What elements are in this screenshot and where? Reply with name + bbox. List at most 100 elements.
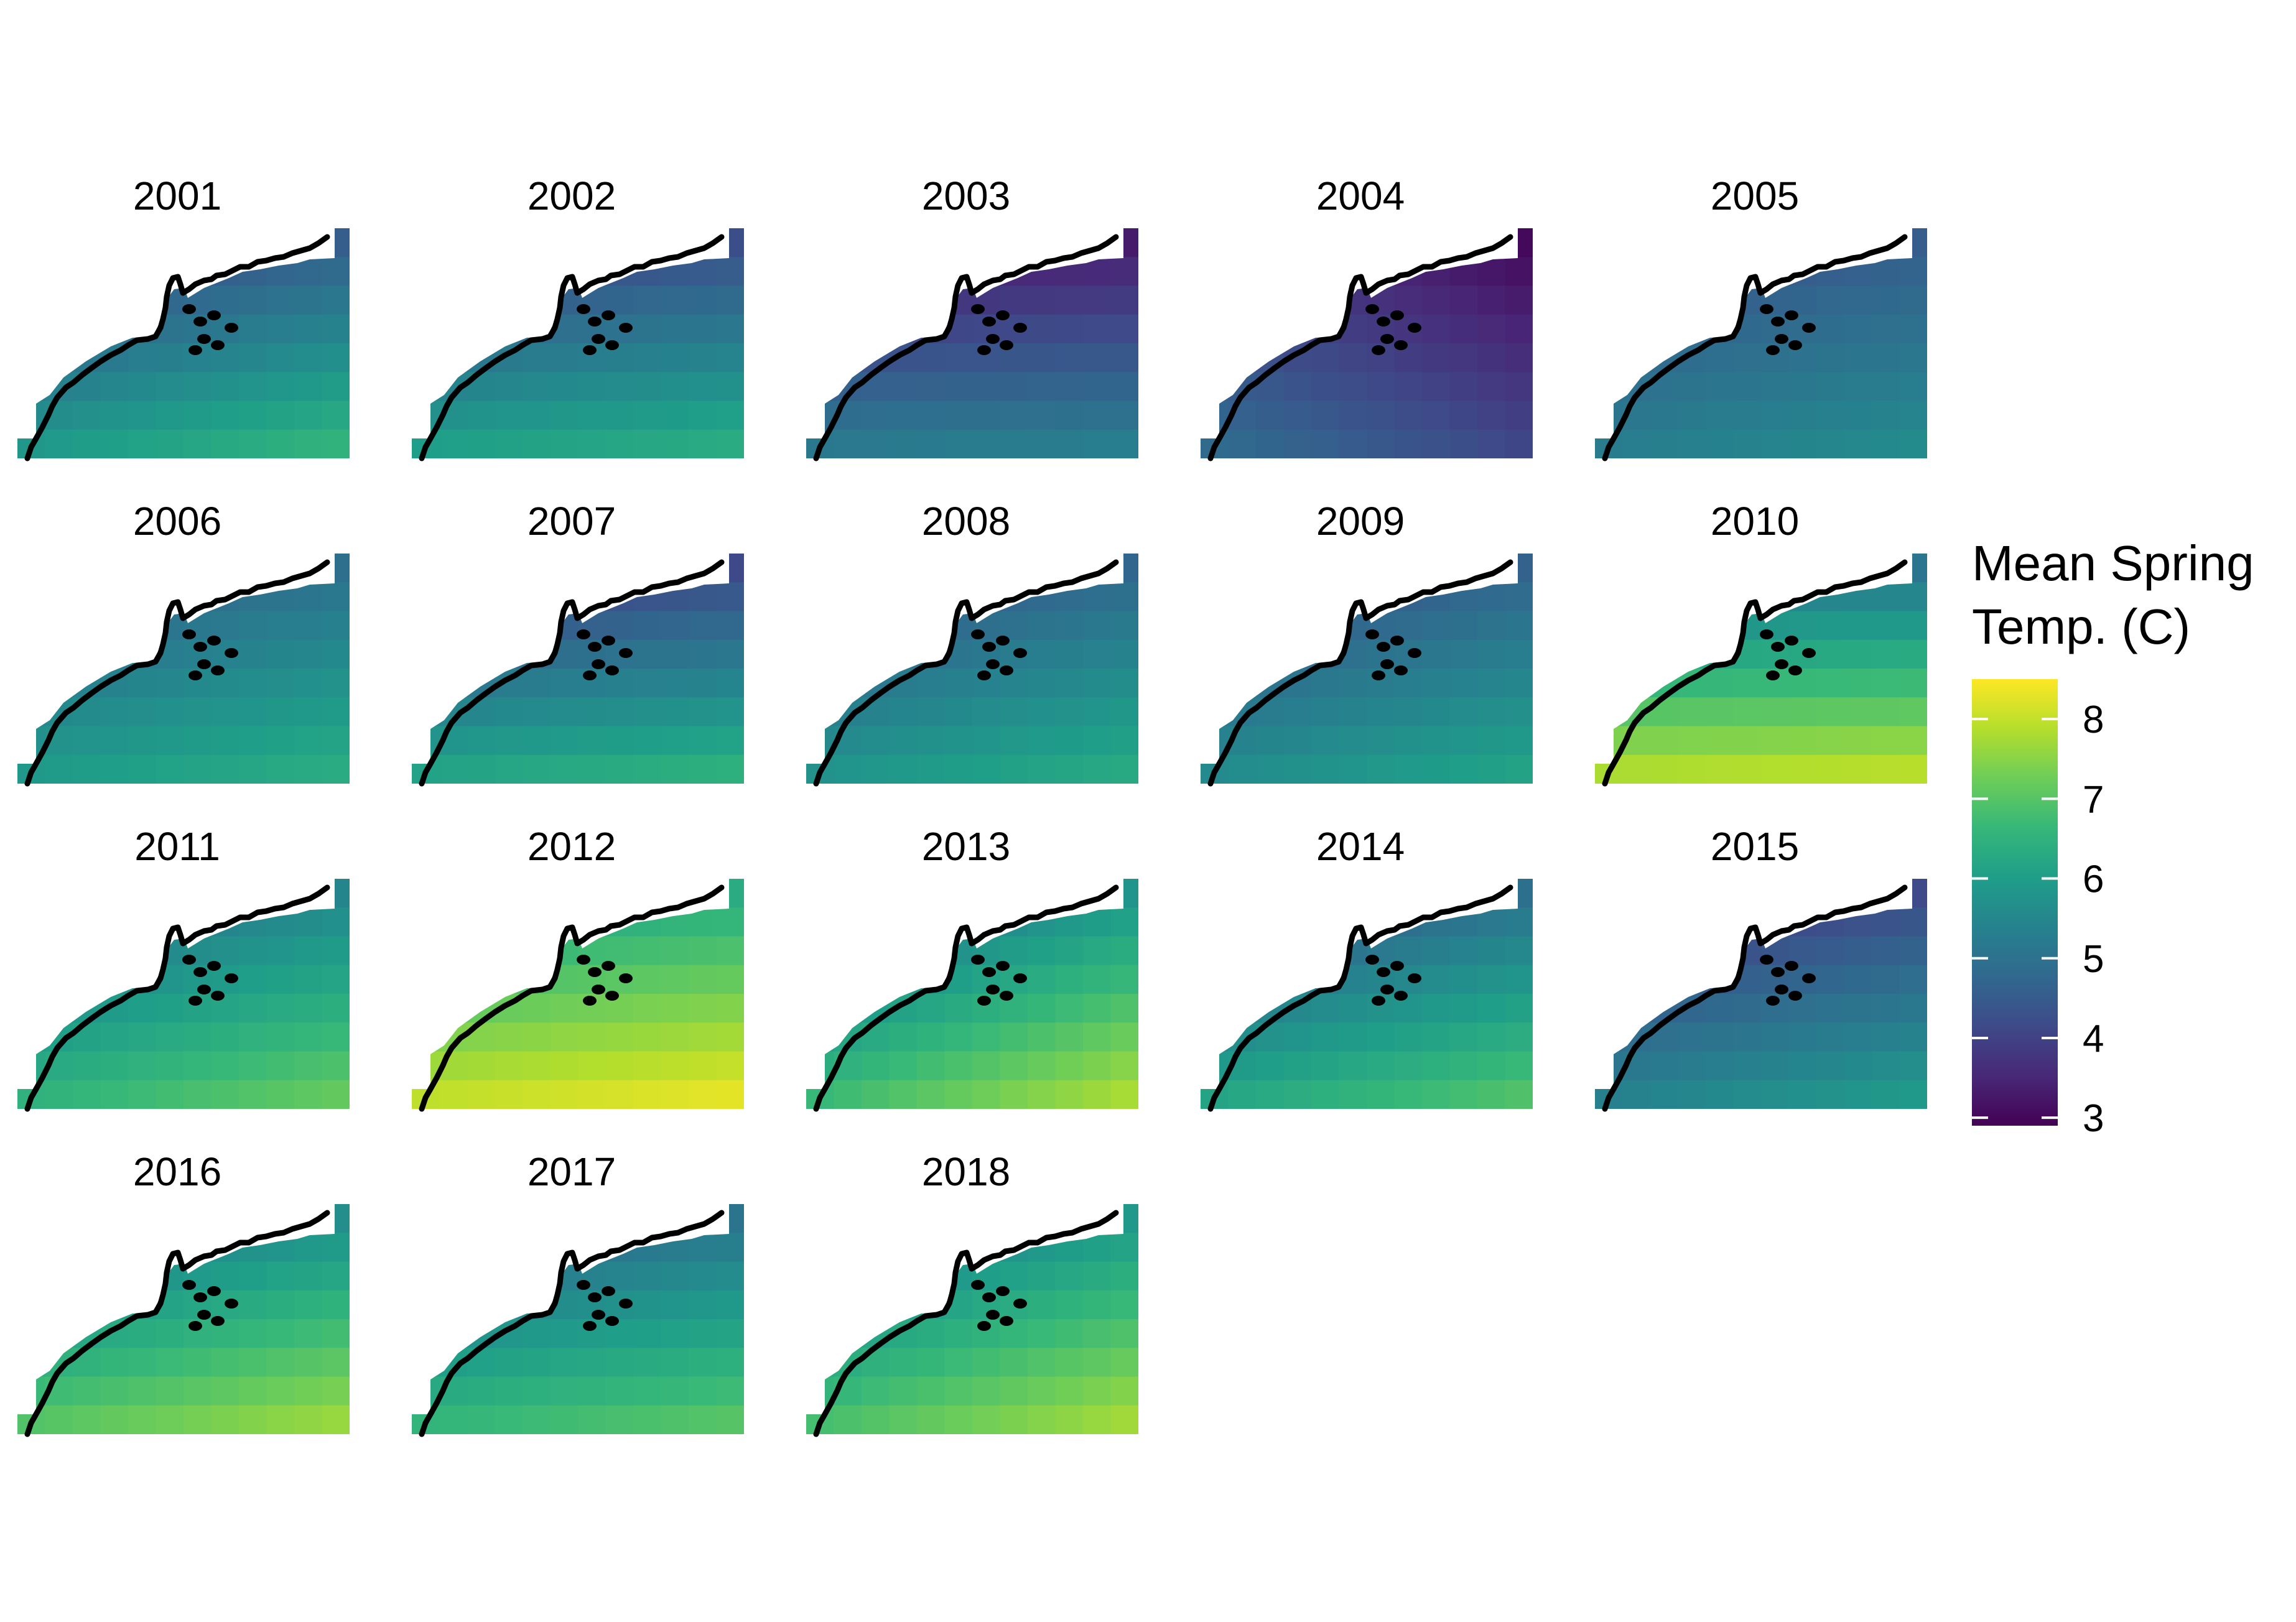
heatmap-cell [1477, 907, 1506, 937]
heatmap-cell [1110, 936, 1138, 966]
heatmap-cell [322, 1290, 350, 1320]
heatmap-cell [889, 314, 918, 344]
heatmap-cell [495, 429, 523, 458]
heatmap-cell [1422, 343, 1451, 373]
heatmap-cell [605, 554, 634, 583]
heatmap-cell [467, 257, 496, 287]
heatmap-cell [1678, 907, 1706, 937]
heatmap-cell [239, 879, 267, 908]
heatmap-cell [605, 228, 634, 257]
heatmap-cell [523, 669, 551, 698]
heatmap-cell [1028, 401, 1056, 430]
heatmap-cell [294, 1376, 323, 1406]
heatmap-cell [889, 1022, 918, 1052]
heatmap-cell [1422, 1051, 1451, 1081]
heatmap-cell [834, 879, 862, 908]
heatmap-cell [972, 1204, 1001, 1233]
heatmap-cell [1816, 936, 1845, 966]
heatmap-cell [661, 429, 689, 458]
heatmap-cell [1650, 639, 1679, 669]
heatmap-cell [1422, 879, 1451, 908]
island [605, 991, 619, 1001]
heatmap-cell [917, 401, 946, 430]
heatmap-cell [661, 314, 689, 344]
heatmap-cell [1110, 401, 1138, 430]
heatmap-cell [633, 611, 662, 641]
heatmap-cell [550, 1405, 579, 1434]
heatmap-cell [1872, 907, 1900, 937]
heatmap-cell [1899, 726, 1927, 756]
heatmap-cell [1761, 372, 1790, 402]
heatmap-cell [917, 1204, 946, 1233]
heatmap-cell [1339, 228, 1367, 257]
heatmap-cell [1733, 228, 1762, 257]
heatmap-cell [1477, 1051, 1506, 1081]
heatmap-cell [322, 429, 350, 458]
heatmap-cell [1844, 754, 1872, 784]
heatmap-cell [1899, 582, 1927, 612]
heatmap-cell [45, 554, 73, 583]
heatmap-cell [1899, 401, 1927, 430]
legend-tick-label: 6 [2083, 858, 2104, 901]
heatmap-cell [1028, 429, 1056, 458]
heatmap-cell [689, 754, 717, 784]
heatmap-cell [73, 639, 101, 669]
heatmap-cell [73, 1290, 101, 1320]
heatmap-cell [1706, 372, 1734, 402]
heatmap-cell [578, 372, 607, 402]
heatmap-cell [633, 554, 662, 583]
heatmap-cell [211, 697, 239, 727]
island [188, 670, 202, 680]
heatmap-cell [1449, 429, 1478, 458]
heatmap-cells [1595, 228, 1927, 458]
heatmap-cell [1622, 429, 1651, 458]
heatmap-cell [917, 285, 946, 315]
island [971, 1280, 985, 1290]
heatmap-cell [294, 907, 323, 937]
heatmap-cell [1872, 343, 1900, 373]
heatmap-cell [495, 1261, 523, 1291]
heatmap-cell [1000, 1080, 1028, 1109]
heatmap-cell [1733, 372, 1762, 402]
heatmap-cell [1394, 754, 1423, 784]
heatmap-cell [1367, 228, 1395, 257]
heatmap-cell [495, 1204, 523, 1233]
heatmap-cell [495, 907, 523, 937]
island [211, 991, 225, 1001]
heatmap-cell [1844, 285, 1872, 315]
heatmap-cell [211, 554, 239, 583]
heatmap-cell [661, 754, 689, 784]
heatmap-cell [689, 582, 717, 612]
coastline [419, 234, 725, 461]
heatmap-cell [322, 372, 350, 402]
heatmap-cell [1872, 401, 1900, 430]
island [592, 659, 605, 669]
island [1760, 955, 1773, 965]
heatmap-cell [1761, 754, 1790, 784]
island [1000, 1316, 1013, 1326]
heatmap-cell [716, 228, 744, 257]
heatmap-cell [1283, 257, 1312, 287]
heatmap-cell [1650, 936, 1679, 966]
heatmap-cell [495, 1051, 523, 1081]
heatmap-cell [294, 1261, 323, 1291]
heatmap-cell [834, 611, 862, 641]
heatmap-cell [1733, 879, 1762, 908]
heatmap-cell [862, 1261, 890, 1291]
legend-tick-label: 8 [2083, 698, 2104, 741]
heatmap-cell [862, 726, 890, 756]
heatmap-cell [239, 1080, 267, 1109]
heatmap-cell [439, 936, 468, 966]
heatmap-cell [834, 429, 862, 458]
heatmap-cell [1761, 1080, 1790, 1109]
legend-title-line1: Mean Spring [1972, 535, 2254, 591]
heatmap-cell [689, 1261, 717, 1291]
heatmap-cell [412, 582, 440, 612]
heatmap-cell [467, 582, 496, 612]
heatmap-cell [1367, 1080, 1395, 1109]
heatmap-cell [1650, 754, 1679, 784]
heatmap-cell [495, 582, 523, 612]
heatmap-cell [211, 372, 239, 402]
heatmap-cell [1028, 372, 1056, 402]
heatmap-cell [1505, 343, 1533, 373]
